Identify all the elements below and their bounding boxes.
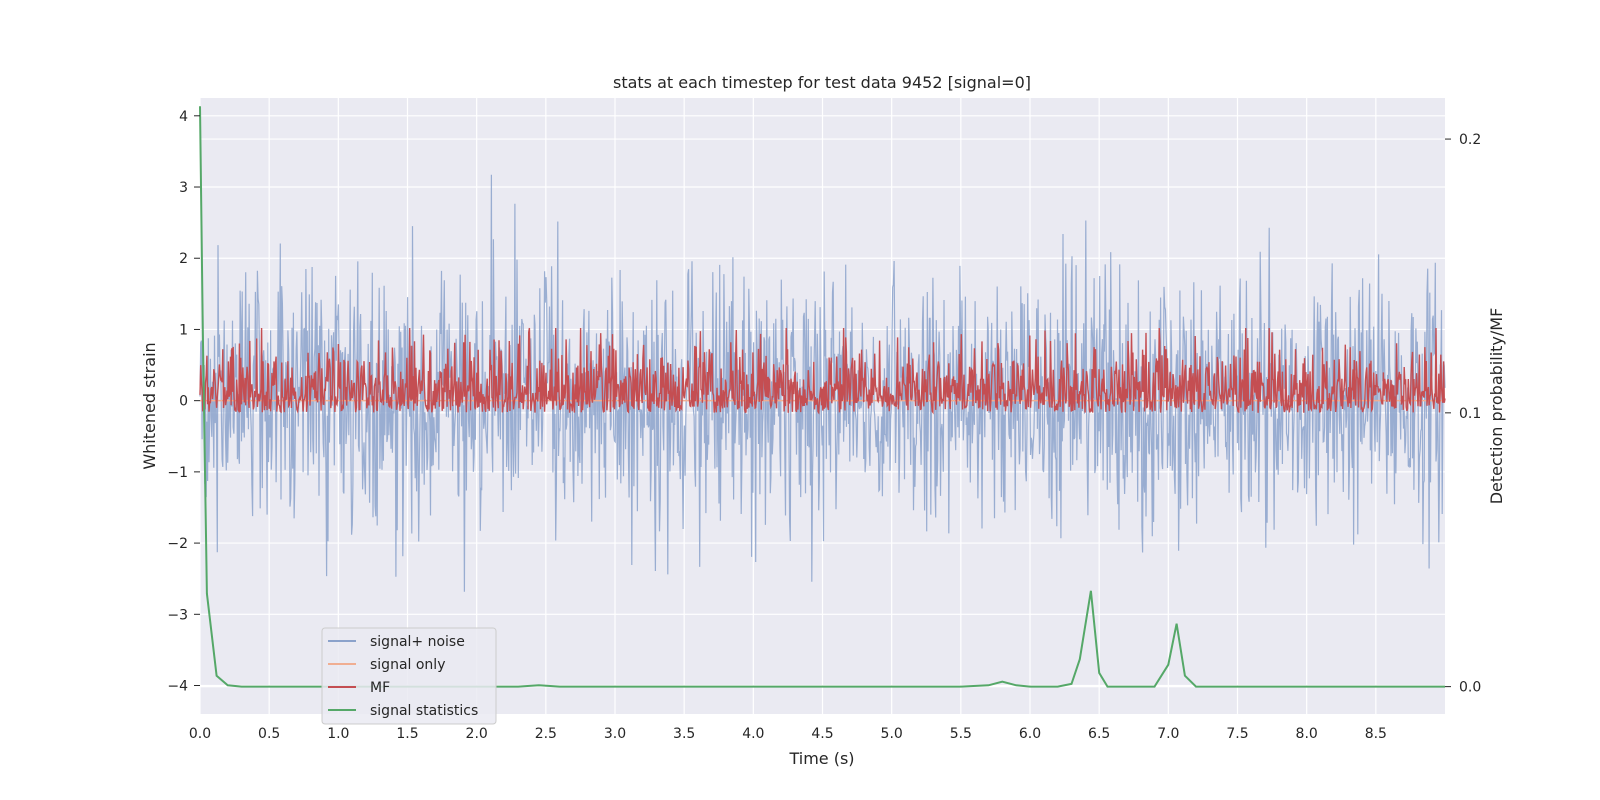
x-tick-label: 8.5 (1365, 726, 1387, 742)
y-tick-label: −4 (167, 679, 188, 695)
y-tick-label: 3 (179, 180, 188, 196)
series-signal-noise-line (199, 174, 1446, 592)
x-tick-label: 5.0 (881, 726, 903, 742)
x-tick-label: 4.5 (811, 726, 833, 742)
y-axis-right-label: Detection probability/MF (1487, 308, 1506, 505)
x-tick-label: 8.0 (1296, 726, 1318, 742)
x-tick-label: 6.5 (1088, 726, 1110, 742)
x-tick-label: 7.5 (1226, 726, 1248, 742)
legend-label-mf: MF (370, 680, 390, 696)
y-tick-label: −2 (167, 536, 188, 552)
y-right-tick-label: 0.1 (1459, 406, 1481, 422)
x-tick-label: 2.5 (535, 726, 557, 742)
x-tick-label: 3.5 (673, 726, 695, 742)
legend-label-signal-noise: signal+ noise (370, 634, 465, 650)
x-axis-label: Time (s) (788, 749, 854, 768)
y-tick-label: 0 (179, 394, 188, 410)
chart-title: stats at each timestep for test data 945… (613, 73, 1031, 92)
y-right-tick-label: 0.2 (1459, 132, 1481, 148)
y-tick-label: −1 (167, 465, 188, 481)
legend-label-signal-statistics: signal statistics (370, 703, 478, 719)
x-tick-label: 1.0 (327, 726, 349, 742)
legend-label-signal-only: signal only (370, 657, 445, 673)
y-tick-label: 1 (179, 322, 188, 338)
x-tick-label: 2.0 (466, 726, 488, 742)
legend: signal+ noise signal only MF signal stat… (321, 627, 497, 725)
series-mf-line (199, 327, 1446, 415)
x-tick-label: 4.0 (742, 726, 764, 742)
y-right-tick-label: 0.0 (1459, 680, 1481, 696)
y-axis-label: Whitened strain (140, 342, 159, 469)
x-tick-label: 7.0 (1157, 726, 1179, 742)
x-tick-label: 0.5 (258, 726, 280, 742)
y-tick-label: 4 (179, 109, 188, 125)
legend-box (321, 627, 497, 725)
y-tick-label: 2 (179, 251, 188, 267)
x-tick-label: 3.0 (604, 726, 626, 742)
x-tick-label: 5.5 (950, 726, 972, 742)
x-tick-label: 6.0 (1019, 726, 1041, 742)
x-tick-label: 0.0 (189, 726, 211, 742)
ticks: 0.0 0.5 1.0 1.5 2.0 2.5 3.0 3.5 4.0 4.5 5.0 5.5 6.0 6… (167, 109, 1481, 742)
x-tick-label: 1.5 (396, 726, 418, 742)
y-tick-label: −3 (167, 607, 188, 623)
